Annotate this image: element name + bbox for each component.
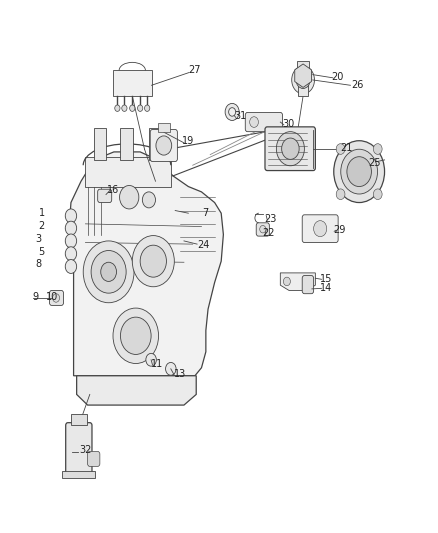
- FancyBboxPatch shape: [256, 223, 269, 236]
- Text: 20: 20: [331, 72, 343, 82]
- Circle shape: [229, 108, 236, 116]
- Circle shape: [336, 189, 345, 199]
- Bar: [94, 128, 106, 160]
- Circle shape: [292, 66, 314, 94]
- Text: 11: 11: [151, 359, 163, 368]
- Circle shape: [65, 209, 77, 223]
- Polygon shape: [68, 152, 223, 376]
- Circle shape: [347, 157, 371, 187]
- FancyBboxPatch shape: [265, 127, 315, 171]
- Circle shape: [373, 144, 382, 155]
- FancyBboxPatch shape: [98, 189, 112, 203]
- Text: 13: 13: [173, 369, 186, 379]
- Circle shape: [65, 221, 77, 235]
- Text: 8: 8: [35, 260, 42, 269]
- Circle shape: [130, 105, 135, 111]
- Text: 29: 29: [333, 225, 346, 235]
- FancyBboxPatch shape: [66, 423, 92, 476]
- Circle shape: [305, 277, 312, 286]
- Text: 14: 14: [320, 283, 332, 293]
- Circle shape: [65, 260, 77, 273]
- Circle shape: [283, 277, 290, 286]
- Text: 9: 9: [33, 292, 39, 302]
- Circle shape: [282, 138, 299, 159]
- Circle shape: [122, 105, 127, 111]
- Bar: [149, 128, 161, 160]
- Text: 32: 32: [79, 446, 92, 455]
- Circle shape: [341, 149, 378, 194]
- Circle shape: [334, 141, 385, 203]
- Circle shape: [120, 185, 139, 209]
- Text: 31: 31: [234, 111, 246, 121]
- Circle shape: [260, 225, 266, 233]
- Bar: [85, 157, 171, 187]
- Polygon shape: [77, 376, 196, 405]
- Text: 23: 23: [265, 214, 277, 223]
- Circle shape: [314, 221, 327, 237]
- Bar: [120, 128, 133, 160]
- Circle shape: [65, 234, 77, 248]
- Circle shape: [373, 189, 382, 199]
- Bar: [113, 70, 152, 96]
- Bar: [298, 77, 308, 96]
- Text: 24: 24: [198, 240, 210, 250]
- Text: 16: 16: [107, 185, 119, 195]
- FancyBboxPatch shape: [302, 276, 314, 294]
- Bar: [158, 123, 170, 132]
- Polygon shape: [280, 273, 315, 290]
- Text: 27: 27: [189, 66, 201, 75]
- Circle shape: [53, 294, 60, 302]
- Text: 22: 22: [262, 229, 274, 238]
- Circle shape: [138, 105, 143, 111]
- Circle shape: [225, 103, 239, 120]
- Circle shape: [166, 362, 176, 375]
- Circle shape: [83, 241, 134, 303]
- Text: 15: 15: [320, 274, 332, 284]
- Bar: [62, 471, 95, 478]
- Text: 1: 1: [39, 208, 45, 218]
- Circle shape: [276, 132, 304, 166]
- Polygon shape: [295, 64, 311, 87]
- Text: 3: 3: [35, 234, 42, 244]
- Circle shape: [115, 105, 120, 111]
- Bar: [297, 61, 309, 72]
- Bar: [71, 414, 87, 425]
- Circle shape: [145, 105, 150, 111]
- Circle shape: [65, 247, 77, 261]
- Text: 30: 30: [282, 119, 294, 128]
- Circle shape: [250, 117, 258, 127]
- Text: 2: 2: [39, 221, 45, 231]
- Text: 21: 21: [340, 143, 352, 153]
- Circle shape: [113, 308, 159, 364]
- Circle shape: [156, 136, 172, 155]
- FancyBboxPatch shape: [245, 112, 283, 132]
- Circle shape: [140, 245, 166, 277]
- Text: 10: 10: [46, 292, 58, 302]
- Text: 19: 19: [182, 136, 194, 146]
- Text: 5: 5: [39, 247, 45, 256]
- Text: 25: 25: [368, 158, 381, 167]
- Circle shape: [146, 353, 156, 366]
- Text: 7: 7: [202, 208, 208, 218]
- Circle shape: [132, 236, 174, 287]
- FancyBboxPatch shape: [302, 215, 338, 243]
- Circle shape: [91, 251, 126, 293]
- FancyBboxPatch shape: [49, 290, 64, 305]
- FancyBboxPatch shape: [150, 130, 177, 161]
- Circle shape: [336, 144, 345, 155]
- Circle shape: [296, 71, 310, 88]
- Circle shape: [142, 192, 155, 208]
- Circle shape: [120, 317, 151, 354]
- Text: 26: 26: [351, 80, 363, 90]
- FancyBboxPatch shape: [88, 451, 100, 466]
- Circle shape: [101, 262, 117, 281]
